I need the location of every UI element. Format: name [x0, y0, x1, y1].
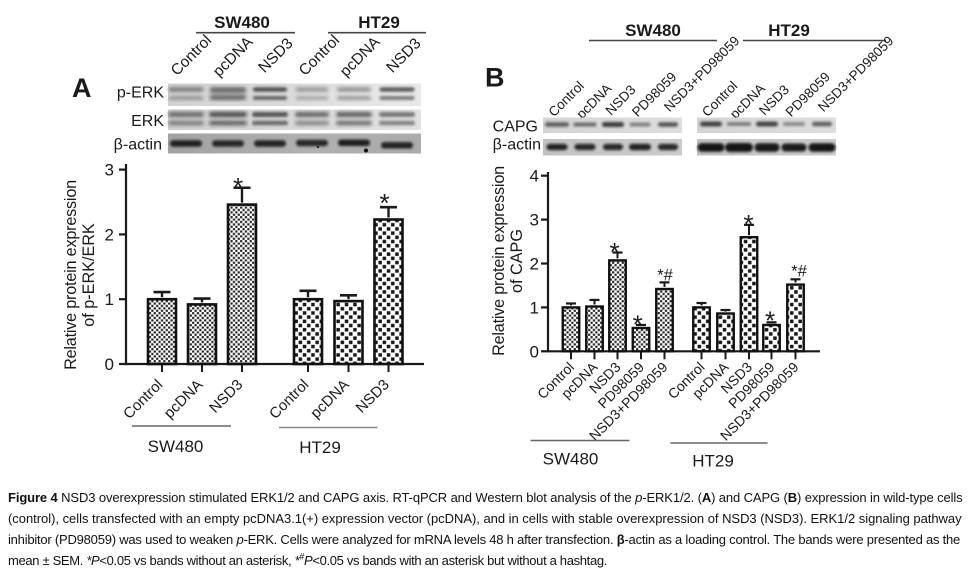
svg-text:of CAPG: of CAPG — [508, 229, 526, 293]
svg-text:SW480: SW480 — [543, 450, 599, 469]
svg-text:0: 0 — [105, 355, 114, 374]
svg-text:β-actin: β-actin — [493, 137, 541, 154]
svg-text:SW480: SW480 — [148, 437, 204, 456]
svg-text:SW480: SW480 — [625, 21, 681, 40]
svg-text:NSD3: NSD3 — [353, 376, 393, 416]
svg-text:*: * — [765, 306, 775, 336]
svg-text:*#: *# — [791, 263, 807, 281]
svg-text:Control: Control — [120, 376, 166, 422]
svg-text:NSD3+PD98059: NSD3+PD98059 — [815, 33, 896, 114]
svg-text:HT29: HT29 — [692, 452, 734, 471]
svg-text:HT29: HT29 — [358, 13, 400, 32]
svg-text:pcDNA: pcDNA — [210, 33, 257, 80]
svg-text:1: 1 — [105, 290, 114, 309]
svg-text:pcDNA: pcDNA — [161, 376, 207, 422]
svg-text:β-actin: β-actin — [114, 137, 162, 154]
svg-text:2: 2 — [105, 225, 114, 244]
svg-text:1: 1 — [530, 298, 539, 317]
svg-text:HT29: HT29 — [299, 438, 341, 457]
svg-text:NSD3: NSD3 — [206, 376, 246, 416]
svg-text:pcDNA: pcDNA — [307, 376, 353, 422]
svg-text:4: 4 — [530, 167, 539, 186]
svg-text:Control: Control — [266, 376, 312, 422]
svg-text:Control: Control — [168, 32, 215, 79]
svg-text:3: 3 — [105, 161, 114, 180]
svg-text:ERK: ERK — [131, 113, 164, 130]
svg-text:*: * — [743, 209, 753, 239]
svg-text:*: * — [633, 310, 643, 340]
svg-text:B: B — [485, 63, 505, 93]
svg-text:*#: *# — [657, 267, 673, 285]
svg-text:pcDNA: pcDNA — [337, 33, 384, 80]
svg-text:*: * — [609, 237, 619, 267]
svg-text:HT29: HT29 — [768, 21, 810, 40]
svg-text:SW480: SW480 — [214, 13, 270, 32]
svg-text:2: 2 — [530, 255, 539, 274]
svg-text:0: 0 — [530, 342, 539, 361]
svg-text:CAPG: CAPG — [493, 119, 538, 136]
svg-text:of p-ERK/ERK: of p-ERK/ERK — [80, 223, 98, 327]
svg-text:*: * — [233, 172, 243, 202]
svg-text:*: * — [379, 188, 389, 218]
svg-text:3: 3 — [530, 211, 539, 230]
svg-text:p-ERK: p-ERK — [117, 85, 164, 102]
svg-text:Control: Control — [296, 32, 343, 79]
svg-text:NSD3: NSD3 — [255, 35, 296, 76]
svg-text:NSD3: NSD3 — [383, 35, 424, 76]
svg-text:Relative protein expression: Relative protein expression — [490, 166, 508, 356]
svg-text:A: A — [72, 73, 92, 103]
svg-text:Relative protein expression: Relative protein expression — [62, 180, 80, 370]
